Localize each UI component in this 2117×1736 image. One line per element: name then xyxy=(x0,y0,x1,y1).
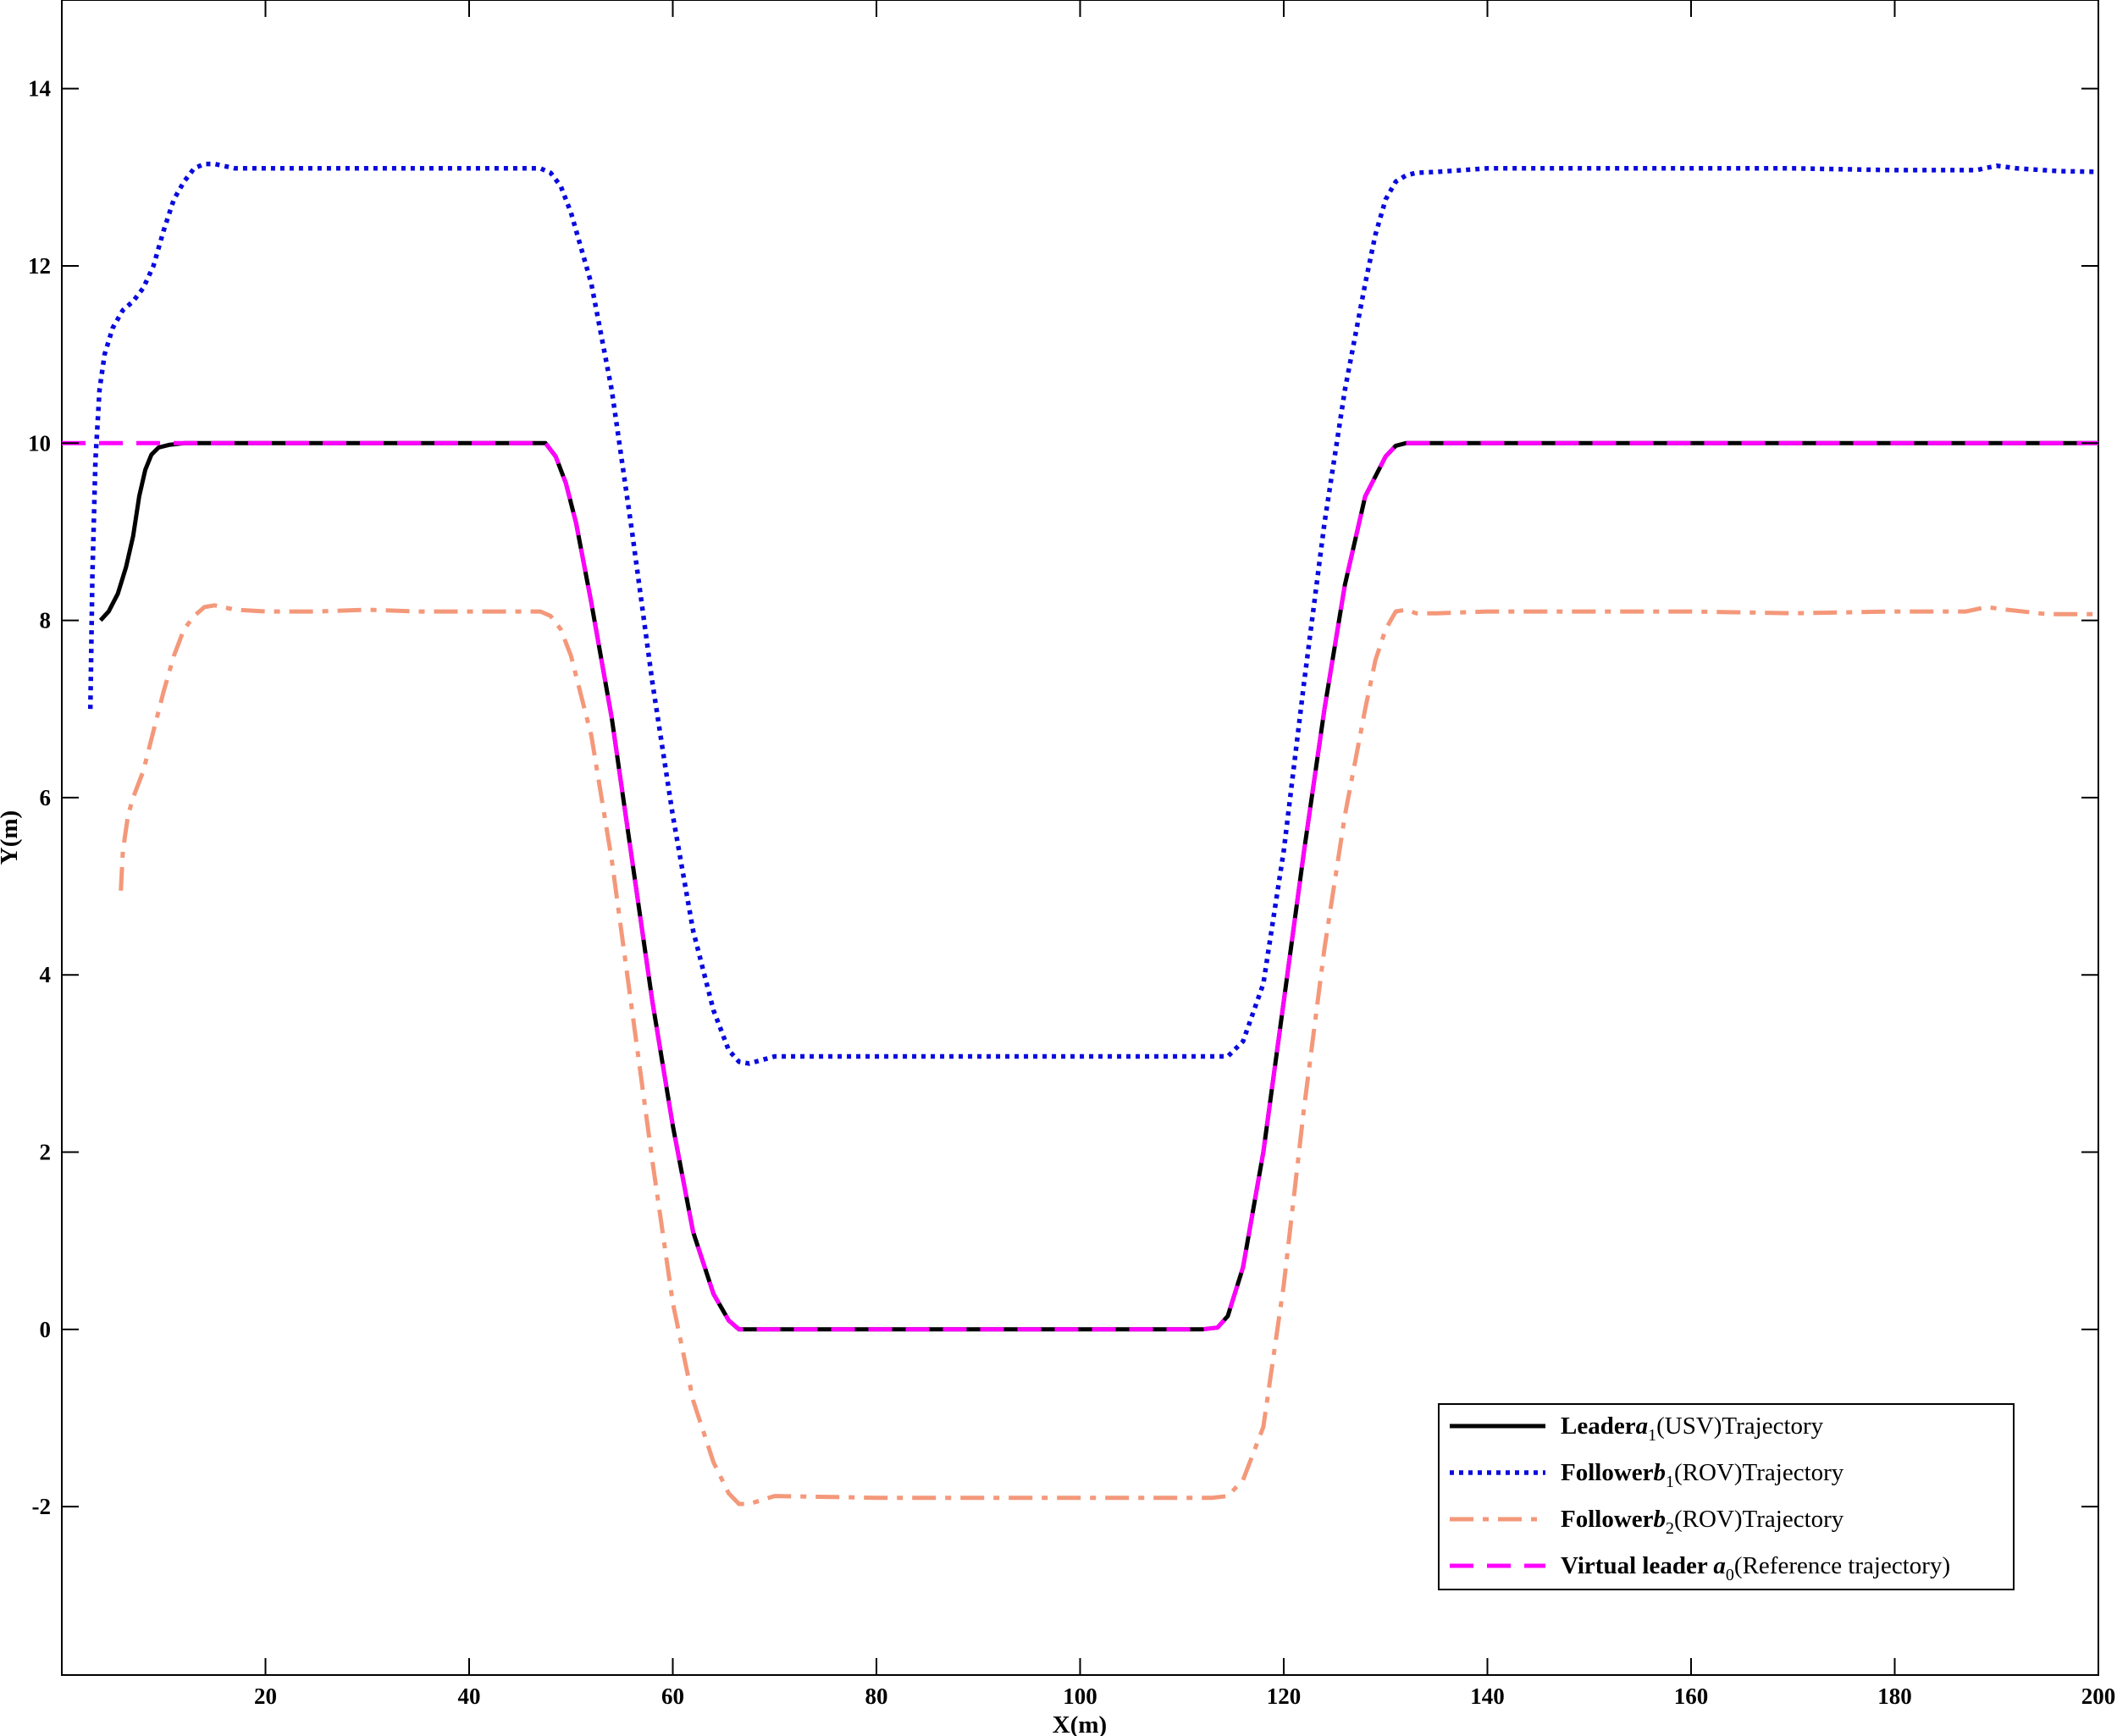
y-tick-label: 12 xyxy=(28,253,51,279)
x-tick-label: 80 xyxy=(865,1683,888,1709)
x-tick-label: 100 xyxy=(1063,1683,1097,1709)
axis-ticks: 20 40 60 80 100 120 140 160 180 200 -2 0 2 4 6 8 10 12 14 xyxy=(28,0,2115,1709)
y-tick-label: 6 xyxy=(40,785,52,810)
x-tick-label: 120 xyxy=(1267,1683,1302,1709)
y-tick-label: -2 xyxy=(32,1494,52,1519)
y-tick-label: 10 xyxy=(28,430,51,456)
series-line-3 xyxy=(119,603,2098,1507)
x-tick-label: 200 xyxy=(2081,1683,2116,1709)
legend-label: Virtual leader a0(Reference trajectory) xyxy=(1561,1552,1950,1584)
x-tick-label: 160 xyxy=(1674,1683,1709,1709)
plot-area xyxy=(61,0,2099,1676)
legend-label: Leadera1(USV)Trajectory xyxy=(1561,1413,1824,1445)
x-tick-label: 180 xyxy=(1877,1683,1912,1709)
series-layer xyxy=(62,161,2099,1507)
x-tick-label: 40 xyxy=(458,1683,481,1709)
y-tick-label: 4 xyxy=(40,962,52,987)
series-line-4 xyxy=(62,440,2098,1332)
x-tick-label: 60 xyxy=(661,1683,684,1709)
legend-label: Followerb1(ROV)Trajectory xyxy=(1561,1459,1844,1491)
series-line-2 xyxy=(87,161,2099,1066)
x-tick-label: 20 xyxy=(254,1683,277,1709)
x-axis-label: X(m) xyxy=(1053,1711,1107,1736)
y-tick-label: 2 xyxy=(40,1140,52,1165)
y-tick-label: 0 xyxy=(40,1317,52,1342)
legend-label: Followerb2(ROV)Trajectory xyxy=(1561,1506,1844,1538)
y-tick-label: 8 xyxy=(40,608,52,633)
legend-box xyxy=(1438,1403,2015,1590)
y-axis-label: Y(m) xyxy=(0,810,23,865)
legend: Leadera1(USV)Trajectory Followerb1(ROV)Tr… xyxy=(1438,1403,2015,1590)
x-tick-label: 140 xyxy=(1470,1683,1505,1709)
y-tick-label: 14 xyxy=(28,76,51,102)
